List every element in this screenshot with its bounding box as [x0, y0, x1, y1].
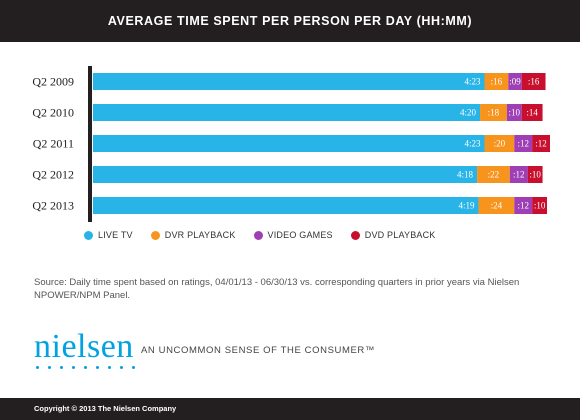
stacked-bar-chart: Q2 2009 4:23 :16 :09 :16 Q2 2010 4:20 :18 :10 :14… — [32, 66, 550, 222]
bar-segment — [93, 197, 479, 214]
legend-item: VIDEO GAMES — [253, 230, 333, 240]
bar-segment — [480, 104, 507, 121]
bar-value-label: :20 — [494, 139, 506, 149]
title-bar: AVERAGE TIME SPENT PER PERSON PER DAY (H… — [0, 0, 580, 42]
legend-label: VIDEO GAMES — [267, 230, 333, 240]
bar-value-label: :10 — [534, 201, 546, 211]
y-axis-line — [88, 66, 92, 222]
bar-value-label: :14 — [526, 108, 538, 118]
bar-value-label: 4:23 — [464, 139, 481, 149]
bar-value-label: :12 — [517, 201, 529, 211]
bar-value-label: :18 — [488, 108, 500, 118]
bar-segment — [93, 73, 485, 90]
logo-dots — [36, 366, 135, 369]
bar-value-label: :10 — [509, 108, 521, 118]
tagline: AN UNCOMMON SENSE OF THE CONSUMER™ — [141, 345, 375, 356]
bar-value-label: :12 — [535, 139, 547, 149]
legend-label: DVR PLAYBACK — [164, 230, 236, 240]
bar-segment — [506, 104, 522, 121]
legend-item: LIVE TV — [84, 230, 133, 240]
legend-swatch — [350, 230, 360, 240]
legend-swatch — [253, 230, 263, 240]
bar-segment — [484, 73, 509, 90]
bar-segment — [521, 73, 546, 90]
category-label: Q2 2010 — [32, 106, 74, 120]
bar-value-label: 4:19 — [459, 201, 476, 211]
bar-value-label: :09 — [509, 77, 521, 87]
bar-segment — [484, 135, 515, 152]
category-label: Q2 2009 — [32, 75, 74, 89]
bar-value-label: 4:18 — [457, 170, 474, 180]
bar-value-label: :24 — [491, 201, 503, 211]
bar-segment — [93, 166, 478, 183]
bar-value-label: :10 — [529, 170, 541, 180]
bar-segment — [514, 135, 533, 152]
bar-segment — [477, 166, 510, 183]
bar-value-label: :12 — [513, 170, 525, 180]
bar-segment — [532, 135, 550, 152]
bar-segment — [478, 197, 515, 214]
legend-item: DVR PLAYBACK — [150, 230, 236, 240]
legend-label: LIVE TV — [98, 230, 133, 240]
footer-bar: Copyright © 2013 The Nielsen Company — [0, 398, 580, 420]
category-label: Q2 2011 — [33, 137, 74, 151]
legend-item: DVD PLAYBACK — [350, 230, 436, 240]
bar-segment — [93, 135, 485, 152]
bar-segment — [509, 166, 528, 183]
category-label: Q2 2013 — [32, 199, 74, 213]
bar-segment — [508, 73, 522, 90]
bar-segment — [532, 197, 548, 214]
legend-label: DVD PLAYBACK — [364, 230, 436, 240]
bar-segment — [527, 166, 543, 183]
legend-swatch — [150, 230, 160, 240]
source-note: Source: Daily time spent based on rating… — [34, 277, 520, 301]
legend: LIVE TV DVR PLAYBACK VIDEO GAMES DVD PLAYBA… — [84, 230, 454, 240]
legend-swatch — [84, 230, 93, 240]
bar-segment — [521, 104, 543, 121]
chart-title: AVERAGE TIME SPENT PER PERSON PER DAY (H… — [107, 14, 473, 28]
bar-value-label: :12 — [517, 139, 529, 149]
bar-value-label: :22 — [488, 170, 500, 180]
bar-segment — [514, 197, 533, 214]
bar-value-label: 4:23 — [464, 77, 481, 87]
bar-segment — [93, 104, 481, 121]
nielsen-logo: nielsen — [34, 328, 134, 365]
category-label: Q2 2012 — [32, 168, 74, 182]
bar-value-label: 4:20 — [460, 108, 477, 118]
bar-value-label: :16 — [491, 77, 503, 87]
bar-value-label: :16 — [528, 77, 540, 87]
copyright: Copyright © 2013 The Nielsen Company — [34, 404, 177, 413]
